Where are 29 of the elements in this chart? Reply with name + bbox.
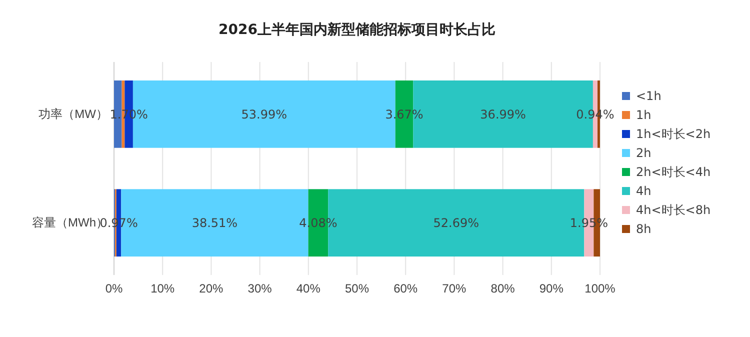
x-tick-label: 60% bbox=[394, 282, 418, 296]
data-label: 36.99% bbox=[480, 107, 526, 122]
legend-label: 4h bbox=[636, 184, 652, 198]
legend-label: 1h bbox=[636, 108, 652, 122]
data-label: 0.94% bbox=[576, 107, 614, 122]
chart-title: 2026上半年国内新型储能招标项目时长占比 bbox=[218, 21, 496, 38]
x-tick-label: 90% bbox=[539, 282, 564, 296]
x-tick-label: 70% bbox=[442, 282, 467, 296]
legend-label: <1h bbox=[636, 89, 662, 104]
data-label: 1.70% bbox=[110, 107, 148, 122]
x-tick-label: 20% bbox=[199, 282, 224, 296]
x-tick-label: 10% bbox=[150, 282, 175, 296]
legend-label: 1h<时长<2h bbox=[636, 127, 711, 142]
x-tick-label: 100% bbox=[584, 282, 616, 296]
y-tick-label: 功率（MW） bbox=[38, 107, 108, 122]
legend-label: 8h bbox=[636, 222, 652, 236]
data-label: 52.69% bbox=[433, 216, 480, 230]
data-label: 0.97% bbox=[100, 216, 138, 230]
legend-label: 2h<时长<4h bbox=[636, 165, 711, 180]
data-label: 53.99% bbox=[241, 107, 288, 122]
data-label: 1.95% bbox=[570, 216, 608, 230]
x-tick-label: 40% bbox=[296, 282, 321, 296]
legend-label: 2h bbox=[636, 146, 652, 160]
x-tick-label: 0% bbox=[105, 282, 123, 296]
x-tick-label: 50% bbox=[344, 282, 370, 296]
data-label: 38.51% bbox=[192, 216, 238, 230]
x-tick-label: 80% bbox=[490, 282, 516, 296]
legend-label: 4h<时长<8h bbox=[636, 203, 711, 218]
x-tick-label: 30% bbox=[248, 282, 272, 296]
